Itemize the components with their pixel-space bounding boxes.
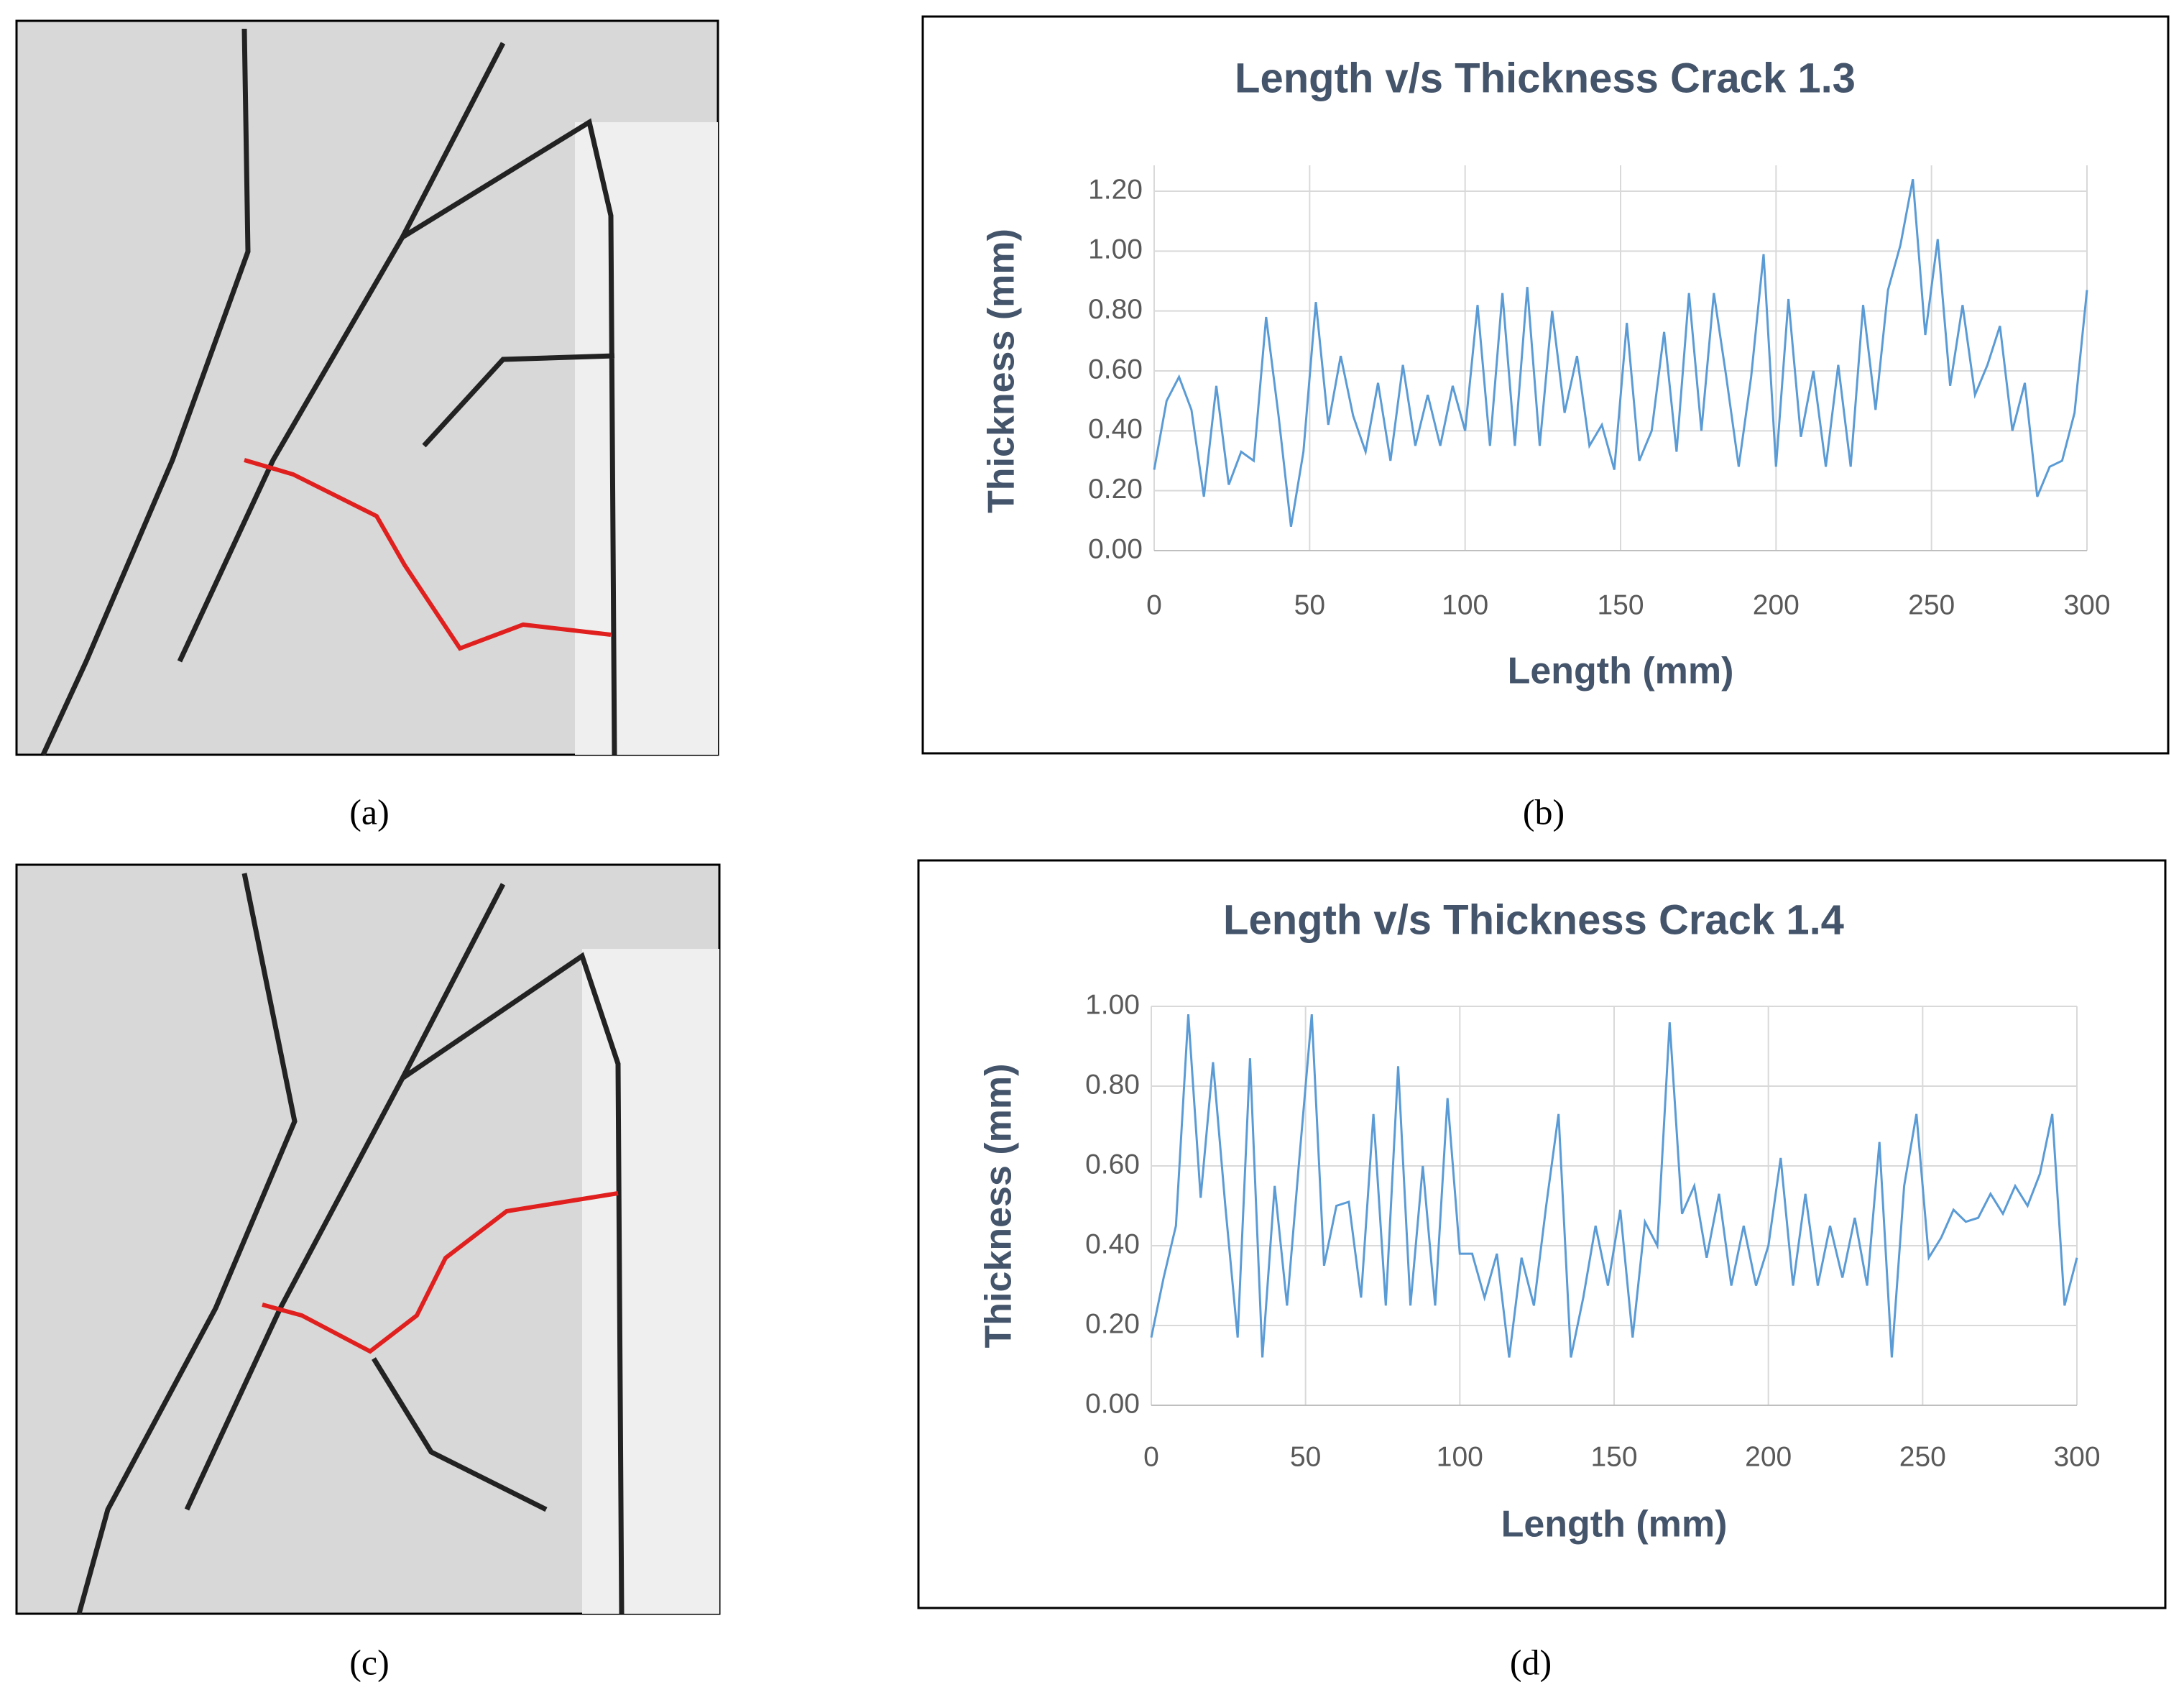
x-tick-label: 200: [1745, 1441, 1792, 1472]
panel-label: (b): [1523, 791, 1565, 832]
x-tick-label: 300: [2063, 589, 2110, 620]
chart-title: Length v/s Thickness Crack 1.3: [1235, 55, 1856, 101]
y-tick-label: 0.60: [1088, 354, 1143, 385]
x-tick-label: 100: [1437, 1441, 1483, 1472]
panel-label: (d): [1510, 1642, 1552, 1682]
x-tick-label: 100: [1442, 589, 1488, 620]
x-tick-label: 300: [2053, 1441, 2100, 1472]
photo-a: [15, 19, 719, 756]
y-tick-label: 0.00: [1088, 533, 1143, 564]
y-tick-label: 0.80: [1085, 1069, 1140, 1100]
y-tick-label: 1.20: [1088, 174, 1143, 205]
x-tick-label: 150: [1590, 1441, 1637, 1472]
data-line: [1150, 1014, 2078, 1358]
y-tick-label: 0.20: [1085, 1308, 1140, 1339]
panel-label: (a): [349, 791, 390, 832]
y-tick-label: 0.60: [1085, 1149, 1140, 1180]
y-tick-label: 1.00: [1088, 234, 1143, 265]
x-tick-label: 150: [1597, 589, 1644, 620]
y-tick-label: 1.00: [1085, 989, 1140, 1020]
chart-title: Length v/s Thickness Crack 1.4: [1223, 896, 1844, 943]
y-axis-label: Thickness (mm): [981, 229, 1023, 513]
y-tick-label: 0.00: [1085, 1388, 1140, 1419]
data-line: [1153, 179, 2088, 527]
x-axis-label: Length (mm): [1508, 651, 1734, 692]
x-tick-label: 50: [1290, 1441, 1321, 1472]
x-axis-label: Length (mm): [1501, 1504, 1728, 1545]
x-tick-label: 200: [1753, 589, 1800, 620]
y-tick-label: 0.40: [1088, 414, 1143, 445]
y-tick-label: 0.80: [1088, 294, 1143, 325]
x-tick-label: 250: [1899, 1441, 1946, 1472]
y-tick-label: 0.20: [1088, 474, 1143, 505]
x-tick-label: 0: [1143, 1441, 1159, 1472]
y-axis-label: Thickness (mm): [978, 1064, 1020, 1348]
y-tick-label: 0.40: [1085, 1228, 1140, 1259]
x-tick-label: 250: [1908, 589, 1955, 620]
x-tick-label: 0: [1146, 589, 1162, 620]
x-tick-label: 50: [1294, 589, 1325, 620]
photo-c: [15, 863, 721, 1615]
panel-label: (c): [349, 1642, 390, 1682]
